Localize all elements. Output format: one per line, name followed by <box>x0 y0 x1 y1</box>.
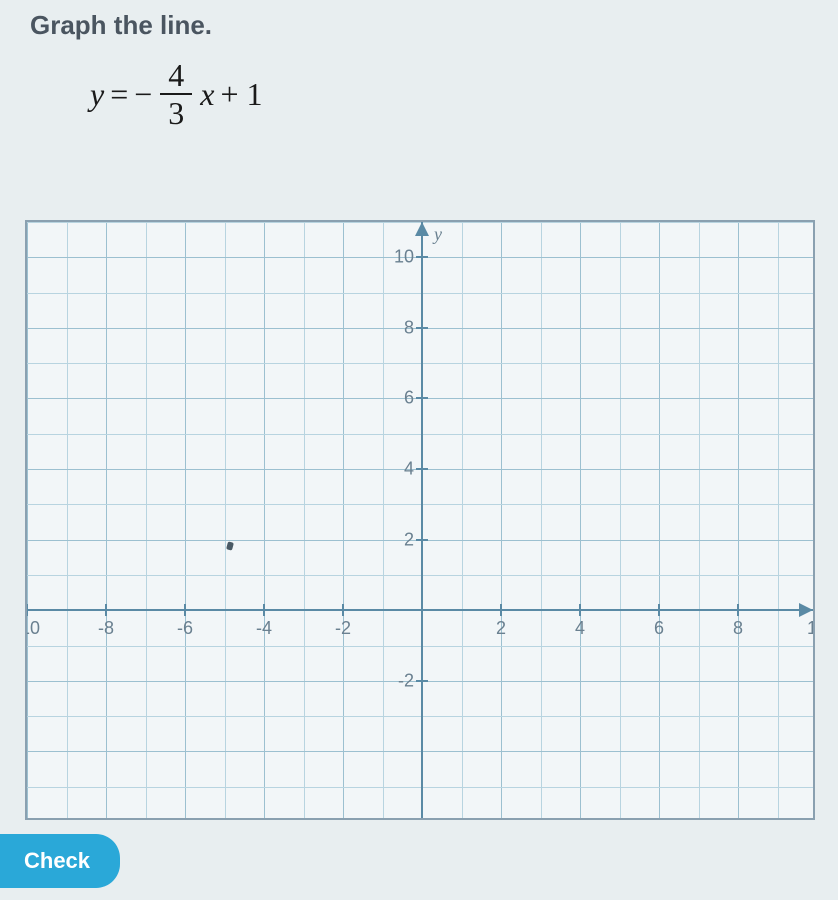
equation-display: y = − 4 3 x + 1 <box>0 41 838 129</box>
check-button[interactable]: Check <box>0 834 120 888</box>
y-tick-label: 8 <box>404 317 422 338</box>
x-tick-label: 4 <box>575 618 585 639</box>
x-tick <box>105 604 107 616</box>
gridline-v <box>106 222 107 818</box>
x-tick <box>500 604 502 616</box>
gridline-v <box>699 222 700 818</box>
gridline-v <box>778 222 779 818</box>
eq-numerator: 4 <box>160 59 192 95</box>
x-tick <box>263 604 265 616</box>
gridline-v <box>225 222 226 818</box>
page-root: Graph the line. y = − 4 3 x + 1 y -10 -8 -6… <box>0 0 838 900</box>
y-axis-arrow-icon <box>415 222 429 236</box>
x-tick-label: 6 <box>654 618 664 639</box>
eq-fraction: 4 3 <box>160 59 192 129</box>
gridline-v <box>185 222 186 818</box>
gridline-v <box>264 222 265 818</box>
gridline-v <box>738 222 739 818</box>
gridline-v <box>27 222 28 818</box>
x-tick-label: 8 <box>733 618 743 639</box>
gridline-v <box>659 222 660 818</box>
eq-denominator: 3 <box>160 95 192 129</box>
y-tick-label: 4 <box>404 459 422 480</box>
grid-canvas[interactable]: y -10 -8 -6 -4 -2 2 4 6 8 10 10 8 6 4 2 -2 <box>27 222 813 818</box>
y-axis-label: y <box>434 224 442 245</box>
x-tick <box>737 604 739 616</box>
gridline-v <box>462 222 463 818</box>
gridline-h <box>27 716 813 717</box>
coordinate-grid[interactable]: y -10 -8 -6 -4 -2 2 4 6 8 10 10 8 6 4 2 -2 <box>25 220 815 820</box>
x-tick-label: -4 <box>256 618 272 639</box>
question-prompt: Graph the line. <box>0 0 838 41</box>
x-tick-label: 2 <box>496 618 506 639</box>
x-tick-label: -10 <box>25 618 40 639</box>
x-tick-label: -2 <box>335 618 351 639</box>
eq-neg: − <box>134 76 152 113</box>
gridline-h <box>27 504 813 505</box>
x-tick <box>342 604 344 616</box>
x-tick <box>579 604 581 616</box>
x-tick-label: -8 <box>98 618 114 639</box>
gridline-h <box>27 646 813 647</box>
gridline-h <box>27 293 813 294</box>
gridline-v <box>501 222 502 818</box>
gridline-v <box>146 222 147 818</box>
x-tick <box>184 604 186 616</box>
gridline-v <box>541 222 542 818</box>
eq-lhs: y <box>90 76 104 113</box>
gridline-v <box>383 222 384 818</box>
x-tick-label: 10 <box>807 618 815 639</box>
gridline-v <box>343 222 344 818</box>
gridline-h <box>27 363 813 364</box>
gridline-v <box>67 222 68 818</box>
y-tick-label: 2 <box>404 529 422 550</box>
x-tick-label: -6 <box>177 618 193 639</box>
x-axis-arrow-icon <box>799 603 813 617</box>
eq-var: x <box>200 76 214 113</box>
y-tick-label: 10 <box>394 247 422 268</box>
x-axis <box>27 609 813 611</box>
y-tick-label: 6 <box>404 388 422 409</box>
x-tick <box>26 604 28 616</box>
y-axis <box>421 222 423 818</box>
gridline-v <box>304 222 305 818</box>
y-tick-label: -2 <box>398 670 422 691</box>
gridline-v <box>620 222 621 818</box>
gridline-h <box>27 434 813 435</box>
gridline-h <box>27 575 813 576</box>
gridline-h <box>27 787 813 788</box>
x-tick <box>658 604 660 616</box>
gridline-v <box>580 222 581 818</box>
eq-tail: + 1 <box>221 76 263 113</box>
gridline-h <box>27 751 813 752</box>
eq-equals: = <box>110 76 128 113</box>
